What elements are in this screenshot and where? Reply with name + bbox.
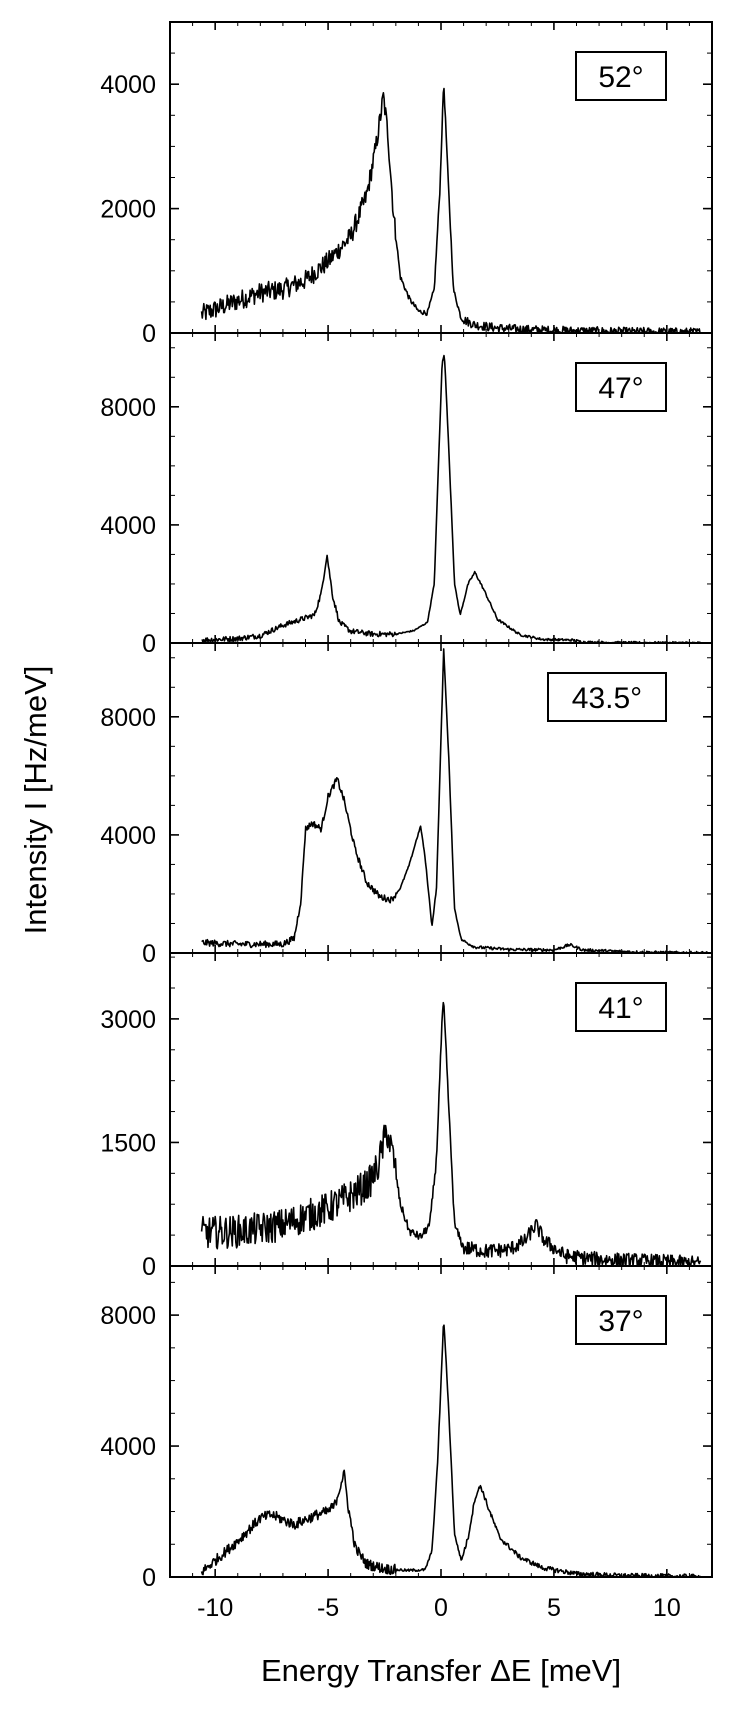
series-line-2 xyxy=(201,648,709,954)
y-tick-label: 0 xyxy=(142,1564,156,1592)
y-tick-label: 2000 xyxy=(100,196,156,224)
y-tick-label: 0 xyxy=(142,940,156,968)
x-tick-label: -5 xyxy=(317,1594,339,1622)
angle-label-box-3 xyxy=(575,982,667,1032)
y-tick-label: 4000 xyxy=(100,512,156,540)
y-tick-label: 4000 xyxy=(100,71,156,99)
x-tick-label: 0 xyxy=(434,1594,448,1622)
y-tick-label: 4000 xyxy=(100,822,156,850)
x-tick-label: 10 xyxy=(653,1594,681,1622)
y-tick-label: 8000 xyxy=(100,1302,156,1330)
series-line-4 xyxy=(200,1324,702,1578)
y-tick-label: 8000 xyxy=(100,394,156,422)
y-tick-label: 0 xyxy=(142,320,156,348)
y-tick-label: 4000 xyxy=(100,1433,156,1461)
y-tick-label: 8000 xyxy=(100,704,156,732)
x-tick-label: 5 xyxy=(547,1594,561,1622)
angle-label-box-4 xyxy=(575,1295,667,1345)
angle-label: 43.5° xyxy=(572,682,642,715)
angle-label: 52° xyxy=(598,61,643,94)
angle-label: 47° xyxy=(598,372,643,405)
series-line-3 xyxy=(200,1001,702,1267)
angle-label: 41° xyxy=(598,992,643,1025)
angle-label-box-2 xyxy=(547,672,667,722)
series-line-0 xyxy=(200,87,701,334)
x-axis-title: Energy Transfer ΔE [meV] xyxy=(261,1653,621,1688)
x-tick-label: -10 xyxy=(197,1594,233,1622)
y-tick-label: 1500 xyxy=(100,1129,156,1157)
y-tick-label: 0 xyxy=(142,630,156,658)
angle-label: 37° xyxy=(598,1305,643,1338)
angle-label-box-1 xyxy=(575,362,667,412)
angle-label-box-0 xyxy=(575,51,667,101)
y-tick-label: 0 xyxy=(142,1253,156,1281)
series-line-1 xyxy=(201,354,702,644)
y-tick-label: 3000 xyxy=(100,1006,156,1034)
y-axis-title: Intensity I [Hz/meV] xyxy=(18,666,53,935)
